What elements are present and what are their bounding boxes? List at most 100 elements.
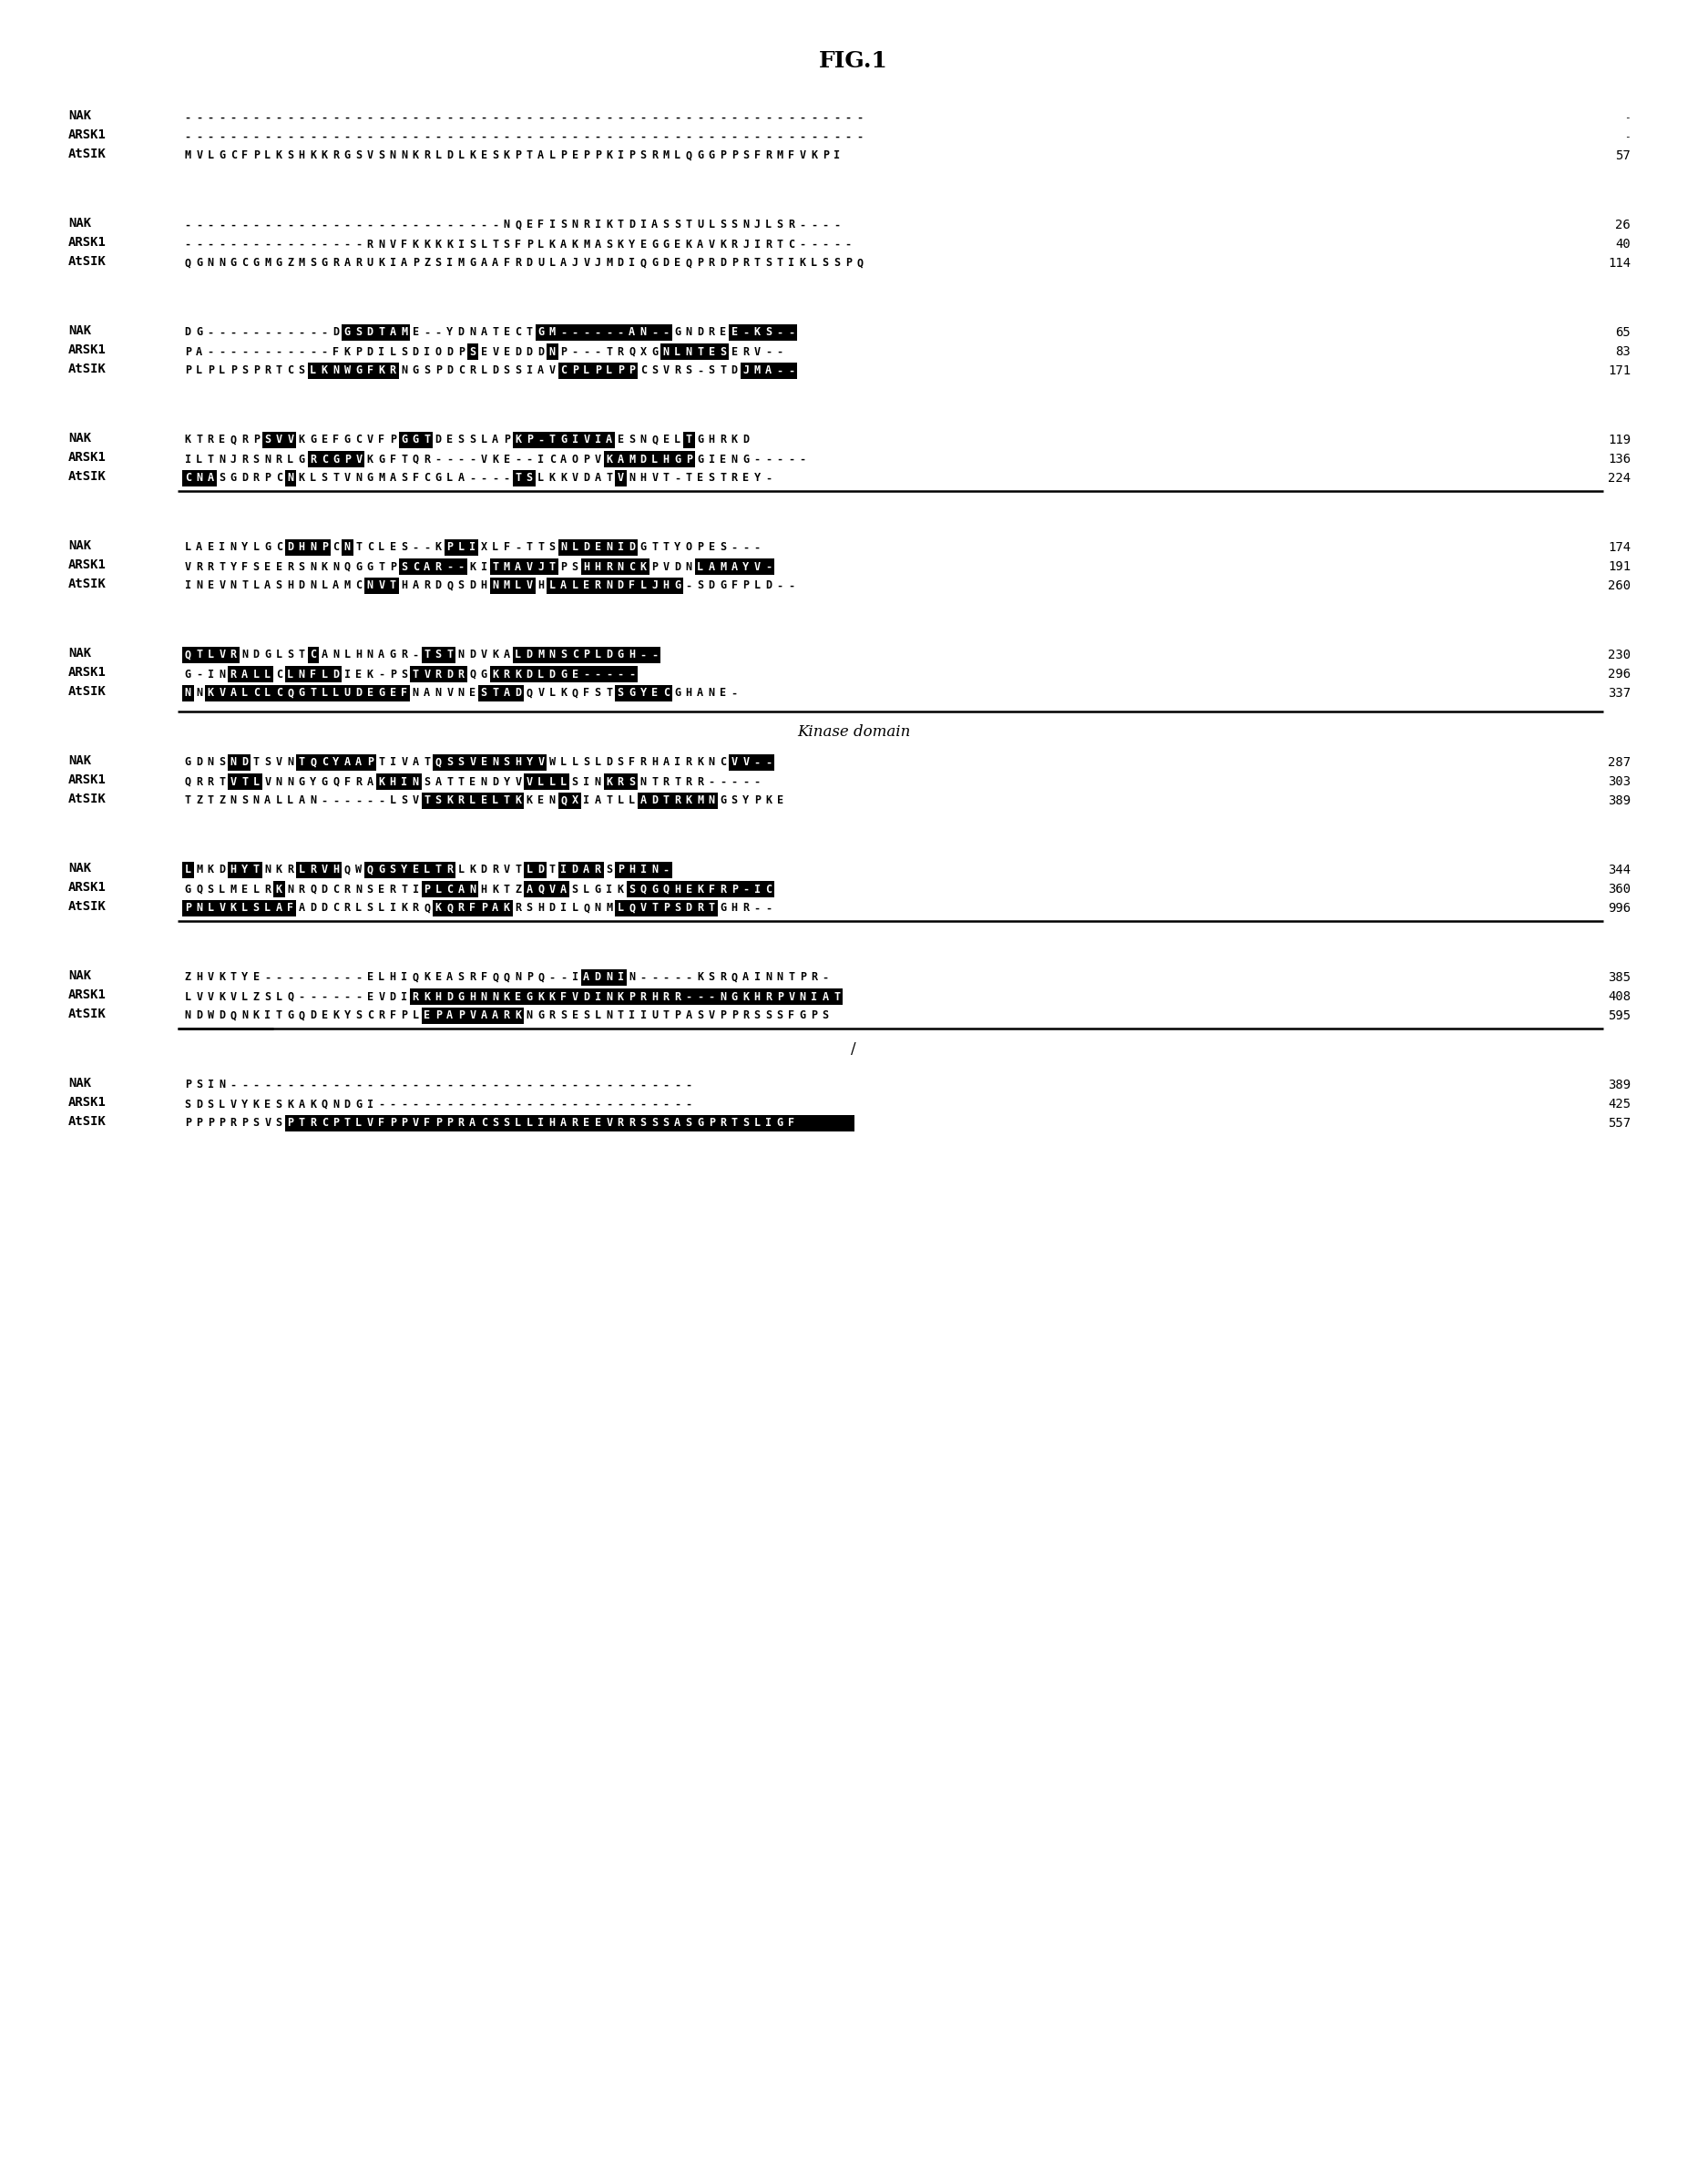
Text: -: - (241, 132, 248, 143)
Text: Q: Q (367, 864, 374, 877)
Bar (637, 685, 649, 702)
Text: H: H (640, 473, 647, 484)
Text: D: D (617, 257, 623, 270)
Text: 595: 595 (1607, 1009, 1631, 1022)
Text: T: T (446, 775, 453, 788)
Text: M: M (184, 149, 191, 162)
Text: -: - (787, 112, 794, 123)
Text: N: N (253, 795, 260, 806)
Text: V: V (343, 473, 350, 484)
Text: A: A (663, 756, 670, 769)
Text: K: K (492, 650, 499, 661)
Text: N: N (184, 687, 191, 700)
Text: T: T (401, 883, 408, 894)
Text: -: - (207, 112, 214, 123)
Text: S: S (184, 1097, 191, 1110)
Text: M: M (377, 473, 384, 484)
Text: -: - (196, 667, 203, 680)
Text: S: S (265, 756, 272, 769)
Bar (774, 989, 786, 1004)
Text: A: A (560, 454, 567, 464)
Bar (285, 471, 295, 486)
Text: Q: Q (731, 972, 738, 983)
Text: S: S (253, 1117, 260, 1130)
Text: 114: 114 (1607, 257, 1631, 270)
Bar (740, 324, 752, 341)
Text: C: C (231, 149, 237, 162)
Text: A: A (822, 991, 828, 1002)
Text: S: S (548, 542, 555, 553)
Text: L: L (582, 365, 589, 376)
Bar (559, 1115, 569, 1132)
Text: F: F (367, 365, 374, 376)
Text: S: S (719, 218, 726, 231)
Text: P: P (458, 1011, 465, 1022)
Text: G: G (675, 454, 681, 464)
Bar (559, 324, 569, 341)
Text: -: - (253, 346, 260, 359)
Text: F: F (389, 1011, 396, 1022)
Text: N: N (731, 454, 738, 464)
Bar (763, 363, 774, 378)
Bar (820, 989, 832, 1004)
Text: C: C (321, 1117, 328, 1130)
Text: -: - (651, 1080, 658, 1091)
Text: -: - (389, 132, 396, 143)
Text: I: I (401, 775, 408, 788)
Text: S: S (275, 1117, 282, 1130)
Text: N: N (231, 542, 237, 553)
Bar (456, 1007, 466, 1024)
Bar (444, 793, 456, 810)
Text: F: F (424, 1117, 430, 1130)
Bar (671, 1115, 683, 1132)
Text: M: M (606, 257, 613, 270)
Text: V: V (412, 1117, 418, 1130)
Text: R: R (207, 434, 214, 445)
Text: T: T (275, 1011, 282, 1022)
Bar (478, 901, 490, 916)
Text: L: L (548, 257, 555, 270)
Text: E: E (651, 687, 658, 700)
Text: L: L (697, 562, 704, 572)
Text: S: S (640, 149, 647, 162)
Text: J: J (743, 365, 750, 376)
Text: T: T (538, 542, 545, 553)
Text: T: T (196, 650, 203, 661)
Text: S: S (582, 756, 589, 769)
Text: R: R (343, 883, 350, 894)
Text: E: E (412, 864, 418, 877)
Bar (398, 685, 410, 702)
Text: -: - (231, 326, 237, 339)
Text: A: A (377, 650, 384, 661)
Text: FIG.1: FIG.1 (820, 50, 888, 71)
Text: D: D (606, 756, 613, 769)
Text: S: S (526, 473, 533, 484)
Text: A: A (651, 218, 658, 231)
Text: -: - (184, 238, 191, 251)
Text: T: T (834, 991, 840, 1002)
Text: -: - (640, 972, 647, 983)
Text: -: - (207, 132, 214, 143)
Bar (547, 665, 559, 683)
Bar (239, 901, 251, 916)
Text: N: N (231, 795, 237, 806)
Text: S: S (731, 795, 738, 806)
Bar (330, 754, 342, 771)
Text: H: H (629, 650, 635, 661)
Text: Q: Q (470, 667, 477, 680)
Text: S: S (765, 326, 772, 339)
Text: S: S (560, 1011, 567, 1022)
Text: R: R (412, 991, 418, 1002)
Text: S: S (470, 346, 477, 359)
Bar (456, 1115, 466, 1132)
Bar (603, 970, 615, 985)
Text: N: N (196, 903, 203, 914)
Text: A: A (538, 365, 545, 376)
Text: 557: 557 (1607, 1117, 1631, 1130)
Text: L: L (538, 775, 545, 788)
Text: T: T (685, 434, 692, 445)
Text: H: H (389, 972, 396, 983)
Text: K: K (811, 149, 818, 162)
Text: R: R (765, 238, 772, 251)
Text: -: - (458, 1080, 465, 1091)
